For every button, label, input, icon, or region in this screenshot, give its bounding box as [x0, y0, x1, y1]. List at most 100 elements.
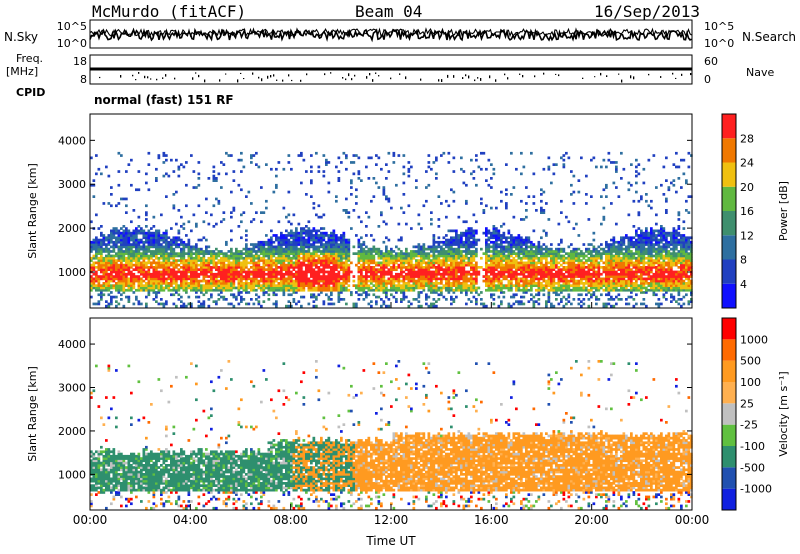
power-cell: [520, 261, 523, 265]
power-cell: [540, 199, 543, 203]
nave-dot: [507, 77, 509, 80]
power-cell: [347, 254, 351, 258]
power-cell: [255, 245, 258, 249]
power-cell: [537, 261, 541, 265]
power-cell: [382, 291, 386, 294]
power-cell: [397, 259, 401, 262]
power-cell: [587, 279, 591, 283]
power-cell: [155, 179, 158, 182]
power-cell: [240, 291, 243, 294]
power-cell: [372, 288, 376, 292]
power-cell: [135, 288, 138, 292]
power-cell: [377, 247, 381, 251]
power-cell: [342, 209, 346, 212]
power-cell: [435, 254, 438, 258]
power-cell: [545, 284, 548, 287]
power-cell: [282, 275, 286, 278]
power-cell: [180, 247, 183, 251]
power-cell: [105, 245, 108, 249]
power-cell: [410, 256, 413, 260]
power-cell: [95, 240, 98, 244]
power-cell: [112, 270, 116, 274]
power-cell: [302, 229, 306, 233]
power-cell: [292, 298, 296, 301]
power-cell: [230, 229, 233, 233]
power-cell: [330, 293, 333, 297]
power-cell: [105, 284, 108, 287]
power-cell: [432, 236, 436, 240]
power-cell: [455, 252, 458, 255]
power-cell: [230, 254, 233, 258]
power-cell: [102, 268, 106, 271]
power-cell: [347, 268, 351, 271]
power-cell: [262, 211, 266, 214]
power-cell: [260, 245, 263, 249]
power-cell: [452, 266, 456, 269]
power-cell: [197, 272, 201, 276]
power-cell: [507, 229, 511, 233]
power-cell: [377, 254, 381, 258]
power-cell: [435, 279, 438, 283]
power-cell: [360, 288, 363, 292]
power-cell: [530, 250, 533, 253]
power-cell: [305, 250, 308, 253]
power-cell: [137, 270, 141, 274]
power-cell: [500, 261, 503, 265]
power-cell: [457, 252, 461, 255]
power-cell: [92, 179, 96, 182]
power-cell: [155, 234, 158, 237]
power-cell: [210, 270, 213, 274]
power-cell: [410, 272, 413, 276]
power-cell: [405, 222, 408, 226]
power-cell: [410, 165, 413, 169]
power-cell: [365, 234, 368, 237]
power-cell: [405, 256, 408, 260]
power-cell: [407, 300, 411, 303]
power-cell: [420, 284, 423, 287]
power-cell: [547, 284, 551, 287]
power-cell: [215, 277, 218, 281]
power-cell: [460, 263, 463, 267]
power-cell: [122, 256, 126, 260]
power-cell: [320, 286, 323, 290]
power-cell: [485, 245, 488, 249]
power-cell: [120, 154, 123, 157]
power-cell: [565, 286, 568, 290]
power-cell: [280, 286, 283, 290]
power-cell: [282, 288, 286, 292]
power-cell: [392, 259, 396, 262]
power-cell: [407, 266, 411, 269]
power-cell: [100, 293, 103, 297]
power-cell: [462, 272, 466, 276]
power-cell: [407, 174, 411, 178]
power-cell: [572, 279, 576, 283]
power-cell: [120, 279, 123, 283]
power-cell: [592, 268, 596, 271]
power-cell: [107, 247, 111, 251]
power-cell: [285, 263, 288, 267]
power-cell: [205, 272, 208, 276]
power-cell: [157, 279, 161, 283]
power-cell: [157, 236, 161, 240]
power-cell: [485, 254, 488, 258]
power-cell: [525, 263, 528, 267]
power-cell: [150, 277, 153, 281]
power-cell: [265, 252, 268, 255]
power-cell: [120, 256, 123, 260]
power-cell: [430, 302, 433, 306]
power-cell: [217, 270, 221, 274]
power-cell: [332, 272, 336, 276]
power-cell: [342, 151, 346, 155]
power-cell: [572, 256, 576, 260]
power-cell: [340, 266, 343, 269]
power-cell: [570, 263, 573, 267]
power-cell: [327, 181, 331, 185]
power-cell: [475, 243, 478, 246]
power-cell: [580, 300, 583, 303]
power-cell: [170, 250, 173, 253]
power-cell: [592, 259, 596, 262]
power-cell: [175, 245, 178, 249]
power-cell: [427, 183, 431, 187]
power-cell: [102, 288, 106, 292]
power-cell: [335, 238, 338, 242]
